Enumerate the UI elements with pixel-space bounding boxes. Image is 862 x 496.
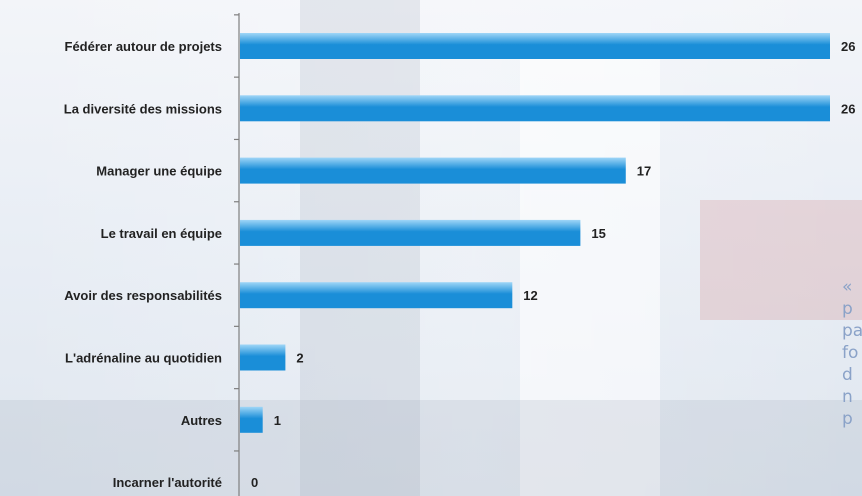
bar <box>240 219 581 246</box>
side-quote-line: pa <box>842 321 862 341</box>
category-label: L'adrénaline au quotidien <box>65 351 222 366</box>
side-quote-line: « <box>842 277 853 297</box>
bar <box>240 33 830 59</box>
category-label: Fédérer autour de projets <box>65 39 222 54</box>
value-label: 12 <box>523 288 537 303</box>
value-label: 0 <box>251 475 258 490</box>
category-label: Le travail en équipe <box>101 226 222 241</box>
value-label: 15 <box>591 226 605 241</box>
category-label: Autres <box>181 413 222 428</box>
bars-group <box>240 33 830 433</box>
bar <box>240 282 513 309</box>
value-label: 17 <box>637 164 651 179</box>
background-pillar <box>300 0 420 496</box>
y-axis-ticks <box>234 14 239 452</box>
side-quote-line: fo <box>842 343 859 363</box>
side-quote-line: n <box>842 387 853 407</box>
value-label: 2 <box>296 351 303 366</box>
category-label: La diversité des missions <box>64 101 222 116</box>
bar <box>240 344 286 371</box>
side-quote-line: d <box>842 365 853 385</box>
category-label: Incarner l'autorité <box>113 475 222 490</box>
bar <box>240 157 626 184</box>
category-label: Manager une équipe <box>96 164 222 179</box>
side-quote-text: «p pa fo d n p <box>842 276 862 430</box>
value-label: 26 <box>841 101 855 116</box>
category-label: Avoir des responsabilités <box>64 288 222 303</box>
bar <box>240 406 263 433</box>
value-label: 26 <box>841 39 855 54</box>
background-floor <box>0 400 862 496</box>
value-label: 1 <box>274 413 281 428</box>
value-labels: 26 26 17 15 12 2 1 0 <box>251 39 855 490</box>
side-quote-line: p <box>842 409 853 429</box>
bar <box>240 95 830 122</box>
background-panel <box>700 200 862 320</box>
side-quote-line: p <box>842 299 853 319</box>
category-labels: Fédérer autour de projets La diversité de… <box>64 39 222 490</box>
